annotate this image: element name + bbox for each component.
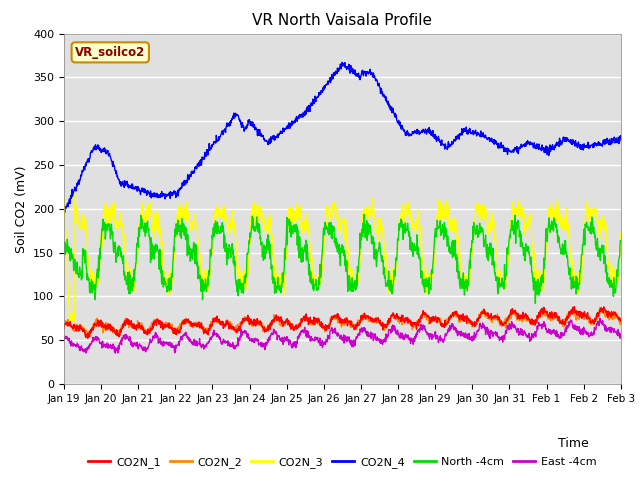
CO2N_3 <box>104 208 111 214</box>
CO2N_1 <box>617 317 625 323</box>
CO2N_3 <box>378 222 385 228</box>
CO2N_1 <box>104 324 111 330</box>
CO2N_4 <box>126 185 134 191</box>
CO2N_2 <box>60 321 68 326</box>
CO2N_4 <box>308 100 316 106</box>
CO2N_2 <box>126 323 134 328</box>
CO2N_2 <box>318 322 326 327</box>
North -4cm <box>60 242 68 248</box>
CO2N_4 <box>296 112 304 118</box>
CO2N_3 <box>319 257 326 263</box>
CO2N_4 <box>103 148 111 154</box>
East -4cm <box>111 350 119 356</box>
Y-axis label: Soil CO2 (mV): Soil CO2 (mV) <box>15 165 28 252</box>
Line: CO2N_4: CO2N_4 <box>64 62 621 214</box>
North -4cm <box>360 211 368 217</box>
Line: CO2N_1: CO2N_1 <box>64 307 621 338</box>
CO2N_3 <box>60 194 68 200</box>
CO2N_2 <box>308 322 316 328</box>
Line: North -4cm: North -4cm <box>64 214 621 303</box>
CO2N_2 <box>297 318 305 324</box>
East -4cm <box>378 337 385 343</box>
East -4cm <box>103 344 111 350</box>
Legend: CO2N_1, CO2N_2, CO2N_3, CO2N_4, North -4cm, East -4cm: CO2N_1, CO2N_2, CO2N_3, CO2N_4, North -4… <box>84 453 601 472</box>
CO2N_1 <box>126 321 134 327</box>
CO2N_2 <box>378 323 385 328</box>
CO2N_4 <box>617 133 625 139</box>
CO2N_1 <box>60 326 68 332</box>
CO2N_1 <box>297 322 305 327</box>
CO2N_4 <box>60 211 68 216</box>
CO2N_2 <box>617 315 625 321</box>
CO2N_1 <box>318 325 326 331</box>
East -4cm <box>60 336 68 342</box>
Line: CO2N_2: CO2N_2 <box>64 307 621 336</box>
CO2N_1 <box>84 336 92 341</box>
CO2N_1 <box>308 317 316 323</box>
CO2N_1 <box>378 323 385 329</box>
Title: VR North Vaisala Profile: VR North Vaisala Profile <box>252 13 433 28</box>
Line: CO2N_3: CO2N_3 <box>64 194 621 325</box>
North -4cm <box>308 277 316 283</box>
CO2N_3 <box>308 264 316 269</box>
CO2N_3 <box>67 323 74 328</box>
CO2N_4 <box>339 60 346 65</box>
North -4cm <box>378 254 385 260</box>
East -4cm <box>318 338 326 344</box>
North -4cm <box>103 228 111 233</box>
East -4cm <box>126 337 134 343</box>
Text: Time: Time <box>558 437 589 450</box>
CO2N_3 <box>71 191 79 197</box>
CO2N_2 <box>103 324 111 330</box>
East -4cm <box>297 330 305 336</box>
Line: East -4cm: East -4cm <box>64 319 621 353</box>
East -4cm <box>617 333 625 339</box>
North -4cm <box>617 238 625 244</box>
Text: VR_soilco2: VR_soilco2 <box>75 46 145 59</box>
North -4cm <box>318 255 326 261</box>
North -4cm <box>126 283 134 288</box>
CO2N_4 <box>378 85 385 91</box>
East -4cm <box>596 316 604 322</box>
CO2N_2 <box>596 304 604 310</box>
North -4cm <box>532 300 540 306</box>
East -4cm <box>308 336 316 342</box>
CO2N_3 <box>127 280 134 286</box>
North -4cm <box>296 244 304 250</box>
CO2N_3 <box>297 225 305 230</box>
CO2N_2 <box>113 333 121 338</box>
CO2N_4 <box>318 87 326 93</box>
CO2N_3 <box>617 230 625 236</box>
CO2N_1 <box>570 304 578 310</box>
